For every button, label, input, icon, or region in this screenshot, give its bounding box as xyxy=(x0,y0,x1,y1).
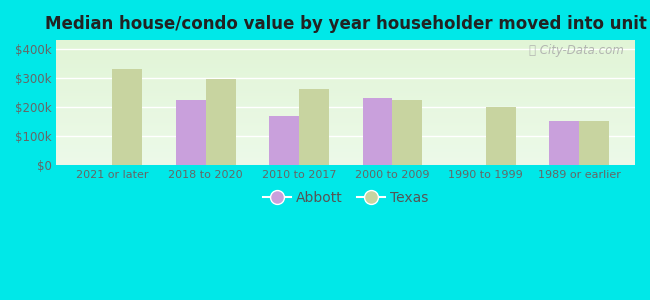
Bar xyxy=(112,69,142,165)
Bar xyxy=(206,79,236,165)
Bar xyxy=(363,98,393,165)
Text: ⓘ City-Data.com: ⓘ City-Data.com xyxy=(528,44,623,57)
Bar xyxy=(549,121,579,165)
Title: Median house/condo value by year householder moved into unit: Median house/condo value by year househo… xyxy=(45,15,647,33)
Bar xyxy=(299,89,329,165)
Bar xyxy=(393,100,422,165)
Legend: Abbott, Texas: Abbott, Texas xyxy=(257,185,434,210)
Bar xyxy=(269,116,299,165)
Bar xyxy=(579,122,609,165)
Bar xyxy=(176,100,206,165)
Bar xyxy=(486,107,515,165)
